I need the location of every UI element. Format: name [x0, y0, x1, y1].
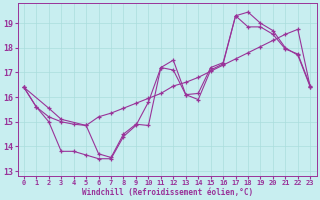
X-axis label: Windchill (Refroidissement éolien,°C): Windchill (Refroidissement éolien,°C)	[82, 188, 253, 197]
